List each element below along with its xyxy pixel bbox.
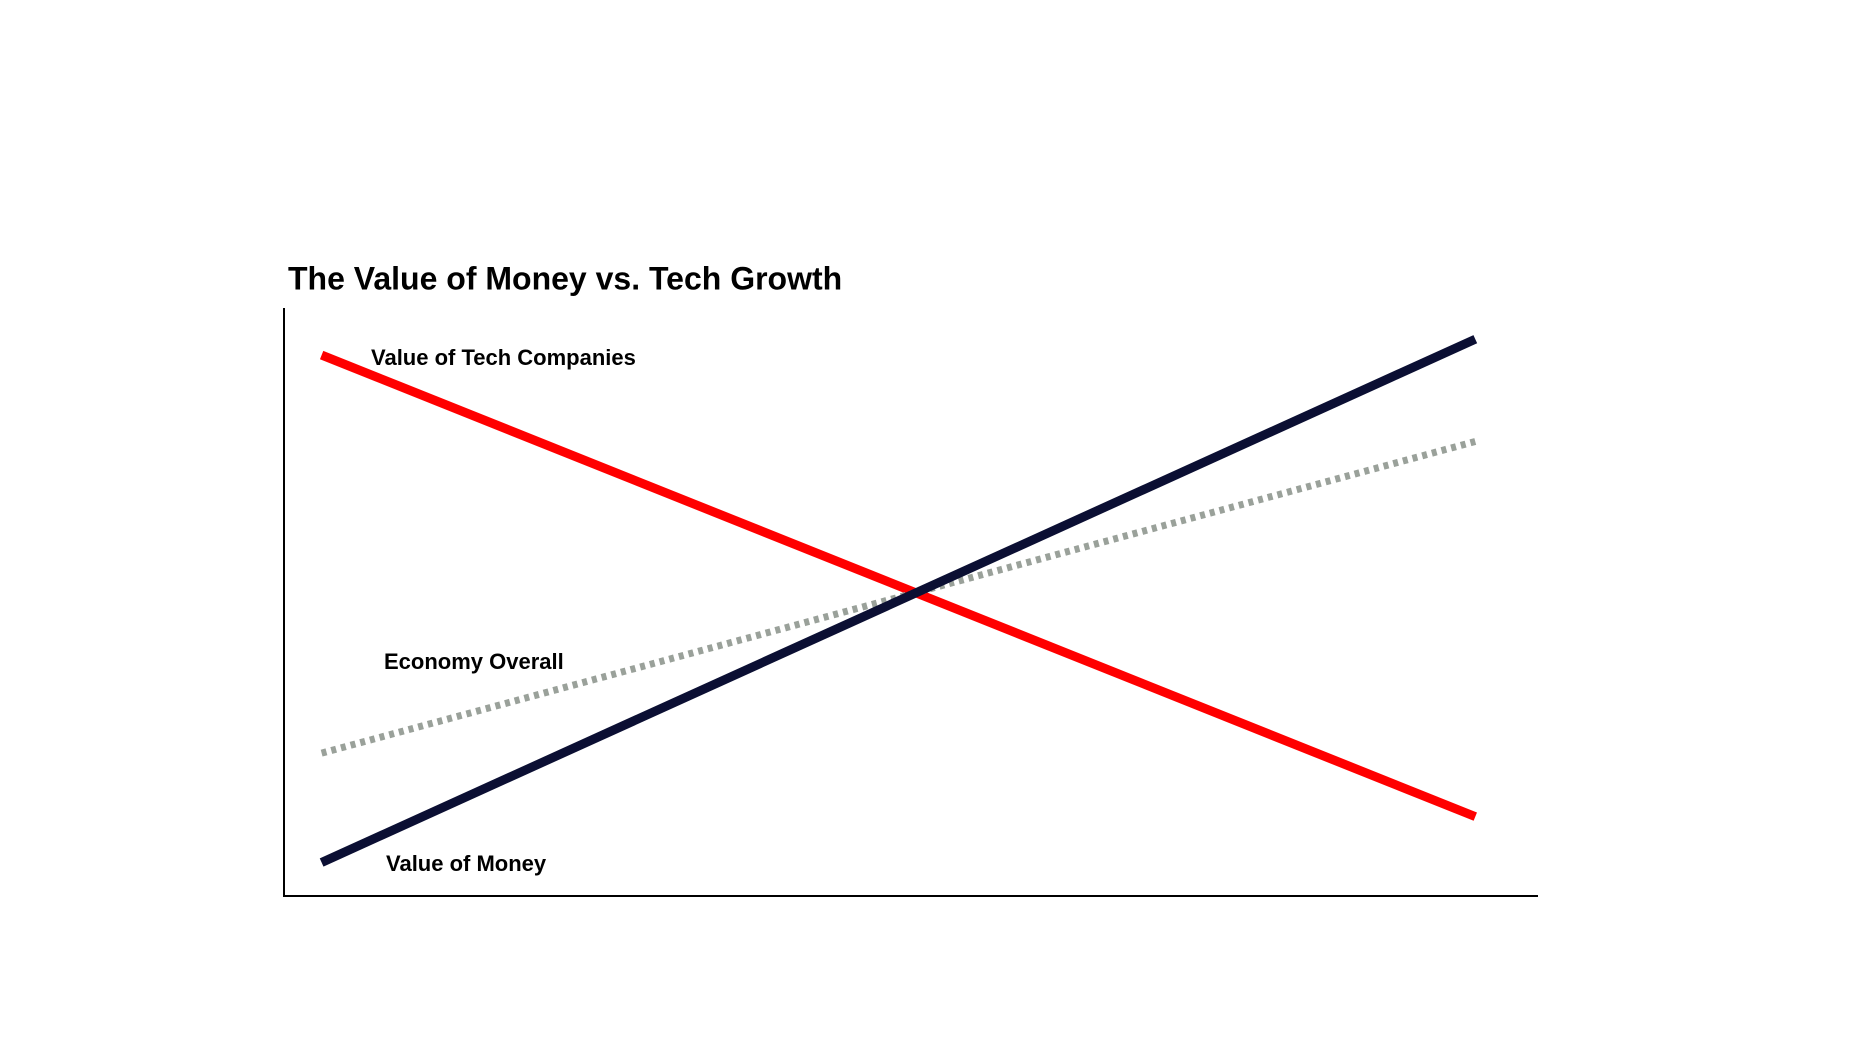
line <box>319 350 1477 821</box>
series-label: Value of Money <box>386 851 547 876</box>
series-label: Economy Overall <box>384 649 564 674</box>
line <box>319 335 1478 867</box>
chart-title: The Value of Money vs. Tech Growth <box>288 260 842 296</box>
series-label: Value of Tech Companies <box>371 345 636 370</box>
